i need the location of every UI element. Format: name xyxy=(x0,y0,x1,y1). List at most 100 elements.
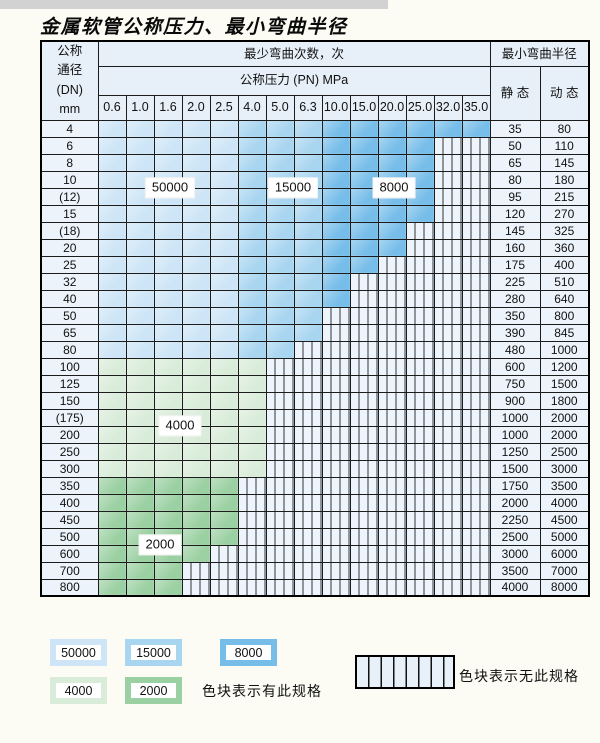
spec-cell xyxy=(237,340,267,359)
no-spec-cell xyxy=(461,153,491,172)
dn-cell: 200 xyxy=(40,425,99,444)
spec-cell xyxy=(237,425,267,444)
no-spec-cell xyxy=(433,459,463,478)
no-spec-cell xyxy=(293,578,323,597)
spec-cell xyxy=(153,391,183,410)
dn-cell: 450 xyxy=(40,510,99,529)
no-spec-cell xyxy=(321,408,351,427)
no-spec-cell xyxy=(321,442,351,461)
no-spec-cell xyxy=(349,561,379,580)
spec-cell xyxy=(209,408,239,427)
static-radius-cell: 1000 xyxy=(489,408,541,427)
no-spec-cell xyxy=(265,442,295,461)
dynamic-radius-cell: 80 xyxy=(539,119,590,138)
spec-cell xyxy=(237,170,267,189)
spec-cell xyxy=(97,323,127,342)
spec-cell xyxy=(321,136,351,155)
no-spec-cell xyxy=(321,340,351,359)
spec-cell xyxy=(377,153,407,172)
spec-cell xyxy=(97,119,127,138)
dn-cell: 150 xyxy=(40,391,99,410)
no-spec-cell xyxy=(265,425,295,444)
static-radius-cell: 3500 xyxy=(489,561,541,580)
legend-no-spec-text: 色块表示无此规格 xyxy=(459,668,579,684)
no-spec-cell xyxy=(321,527,351,546)
spec-cell xyxy=(377,238,407,257)
no-spec-cell xyxy=(377,459,407,478)
static-header: 静 态 xyxy=(489,65,541,121)
no-spec-cell xyxy=(349,442,379,461)
no-spec-cell xyxy=(461,272,491,291)
no-spec-cell xyxy=(433,153,463,172)
dn-cell: 15 xyxy=(40,204,99,223)
spec-cell xyxy=(125,119,155,138)
no-spec-cell xyxy=(377,527,407,546)
spec-cell xyxy=(209,442,239,461)
no-spec-cell xyxy=(349,323,379,342)
no-spec-cell xyxy=(377,323,407,342)
no-spec-cell xyxy=(209,561,239,580)
table-row: 400 2000 4000 xyxy=(40,493,590,512)
dn-cell: 100 xyxy=(40,357,99,376)
spec-cell xyxy=(125,357,155,376)
spec-cell xyxy=(349,119,379,138)
spec-cell xyxy=(181,374,211,393)
spec-cell xyxy=(209,170,239,189)
spec-cell xyxy=(321,170,351,189)
spec-cell xyxy=(125,238,155,257)
bend-cycles-zone-label: 15000 xyxy=(267,177,319,199)
no-spec-cell xyxy=(377,561,407,580)
no-spec-cell xyxy=(237,544,267,563)
static-radius-cell: 65 xyxy=(489,153,541,172)
dynamic-radius-cell: 215 xyxy=(539,187,590,206)
no-spec-cell xyxy=(405,238,435,257)
no-spec-cell xyxy=(265,561,295,580)
spec-cell xyxy=(125,272,155,291)
dynamic-radius-cell: 1000 xyxy=(539,340,590,359)
dn-cell: 40 xyxy=(40,289,99,308)
spec-cell xyxy=(349,204,379,223)
spec-cell xyxy=(97,561,127,580)
no-spec-cell xyxy=(293,391,323,410)
spec-cell xyxy=(181,255,211,274)
spec-cell xyxy=(209,493,239,512)
spec-cell xyxy=(349,153,379,172)
no-spec-cell xyxy=(405,561,435,580)
static-radius-cell: 1000 xyxy=(489,425,541,444)
spec-cell xyxy=(125,255,155,274)
spec-cell xyxy=(209,391,239,410)
spec-cell xyxy=(237,119,267,138)
pressure-column-header: 1.6 xyxy=(153,94,183,121)
spec-cell xyxy=(209,136,239,155)
spec-cell xyxy=(209,119,239,138)
min-radius-header: 最小弯曲半径 xyxy=(489,40,590,67)
spec-cell xyxy=(125,493,155,512)
no-spec-cell xyxy=(321,476,351,495)
spec-cell xyxy=(125,425,155,444)
legend-chip-label: 4000 xyxy=(56,683,101,698)
dn-cell: 50 xyxy=(40,306,99,325)
spec-cell xyxy=(97,238,127,257)
spec-cell xyxy=(237,187,267,206)
spec-cell xyxy=(377,136,407,155)
spec-cell xyxy=(97,306,127,325)
spec-cell xyxy=(209,255,239,274)
pressure-column-header: 10.0 xyxy=(321,94,351,121)
no-spec-cell xyxy=(405,272,435,291)
no-spec-cell xyxy=(461,493,491,512)
dynamic-radius-cell: 2000 xyxy=(539,408,590,427)
dynamic-radius-cell: 3500 xyxy=(539,476,590,495)
no-spec-cell xyxy=(405,459,435,478)
spec-cell xyxy=(153,459,183,478)
spec-cell xyxy=(181,187,211,206)
no-spec-cell xyxy=(321,493,351,512)
spec-cell xyxy=(181,527,211,546)
no-spec-cell xyxy=(461,204,491,223)
legend-chip-8000: 8000 xyxy=(220,639,277,666)
table-row: 700 3500 7000 xyxy=(40,561,590,580)
pressure-column-header: 5.0 xyxy=(265,94,295,121)
spec-cell xyxy=(405,119,435,138)
spec-cell xyxy=(125,306,155,325)
spec-cell xyxy=(153,493,183,512)
spec-cell xyxy=(153,357,183,376)
